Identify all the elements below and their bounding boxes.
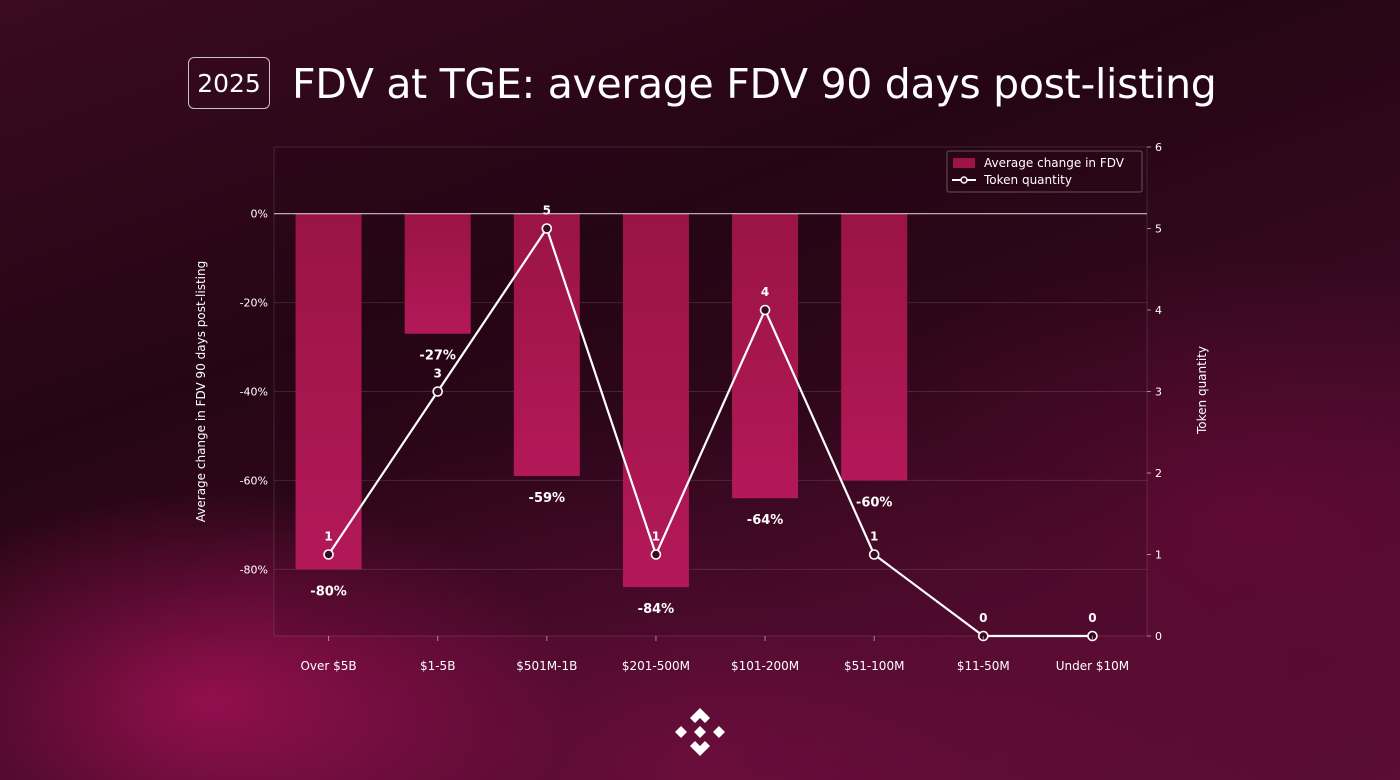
bar <box>404 213 471 334</box>
legend: Average change in FDV Token quantity <box>946 150 1143 193</box>
legend-line-marker <box>960 176 968 184</box>
y-tick-label: 0% <box>251 208 268 221</box>
y2-tick-label: 1 <box>1155 549 1162 562</box>
x-tick-label: $101-200M <box>731 659 799 673</box>
y2-tick-label: 4 <box>1155 304 1162 317</box>
y-axis-title: Average change in FDV 90 days post-listi… <box>194 261 208 522</box>
line-data-label: 1 <box>870 530 878 544</box>
bar <box>513 213 580 476</box>
bar-data-label: -59% <box>529 491 566 506</box>
line-data-label: 5 <box>543 204 551 218</box>
line-data-label: 1 <box>652 530 660 544</box>
x-tick-label: $1-5B <box>420 659 455 673</box>
x-tick-label: $201-500M <box>622 659 690 673</box>
line-point <box>541 223 553 234</box>
y-tick-label: -80% <box>240 563 268 576</box>
y2-tick-label: 3 <box>1155 386 1162 399</box>
y-tick-label: -20% <box>240 297 268 310</box>
line-data-label: 1 <box>324 530 332 544</box>
bar-data-label: -27% <box>419 349 456 364</box>
y2-tick-label: 0 <box>1155 630 1162 643</box>
bar <box>732 213 799 499</box>
y2-tick-label: 2 <box>1155 467 1162 480</box>
x-tick-label: $51-100M <box>844 659 905 673</box>
bar <box>295 213 362 570</box>
x-tick-label: Under $10M <box>1056 659 1129 673</box>
axes: 0% -20% -40% -60% -80% 0 1 2 3 4 5 6 Over $5B $1-5B $5… <box>194 141 1209 673</box>
year-badge: 2025 <box>188 57 270 109</box>
binance-logo-icon <box>675 708 725 756</box>
y2-tick-label: 6 <box>1155 141 1162 154</box>
line-point <box>432 386 443 397</box>
line-point <box>323 549 334 560</box>
line-data-label: 4 <box>761 285 769 299</box>
bar <box>841 213 908 481</box>
line-data-label: 3 <box>434 367 442 381</box>
y2-axis-title: Token quantity <box>1195 346 1209 435</box>
y-tick-label: -60% <box>240 474 268 487</box>
bar-data-label: -80% <box>310 584 347 599</box>
line-point <box>868 549 880 560</box>
series-line <box>327 227 1093 638</box>
legend-bar-swatch <box>953 158 975 168</box>
line-point <box>650 549 662 560</box>
x-tick-label: $501M-1B <box>516 659 577 673</box>
line-data-label: 0 <box>1088 611 1096 625</box>
bar <box>622 213 689 588</box>
bar-data-label: -84% <box>638 602 675 617</box>
page-title: FDV at TGE: average FDV 90 days post-lis… <box>292 60 1217 108</box>
bar-data-label: -64% <box>747 513 784 528</box>
x-tick-label: Over $5B <box>300 659 356 673</box>
legend-bar-label: Average change in FDV <box>984 156 1125 170</box>
y2-tick-label: 5 <box>1155 223 1162 236</box>
y-tick-label: -40% <box>240 386 268 399</box>
bars <box>295 213 908 588</box>
data-labels: -80% -27% -59% -84% -64% -60% 1 3 5 1 4 1 0 0 <box>310 204 1096 626</box>
bar-data-label: -60% <box>856 495 893 510</box>
legend-box <box>946 150 1143 193</box>
line-data-label: 0 <box>979 611 987 625</box>
legend-line-label: Token quantity <box>983 173 1072 187</box>
line-point <box>759 304 771 316</box>
token-quantity-line <box>323 223 1098 642</box>
x-tick-label: $11-50M <box>957 659 1010 673</box>
